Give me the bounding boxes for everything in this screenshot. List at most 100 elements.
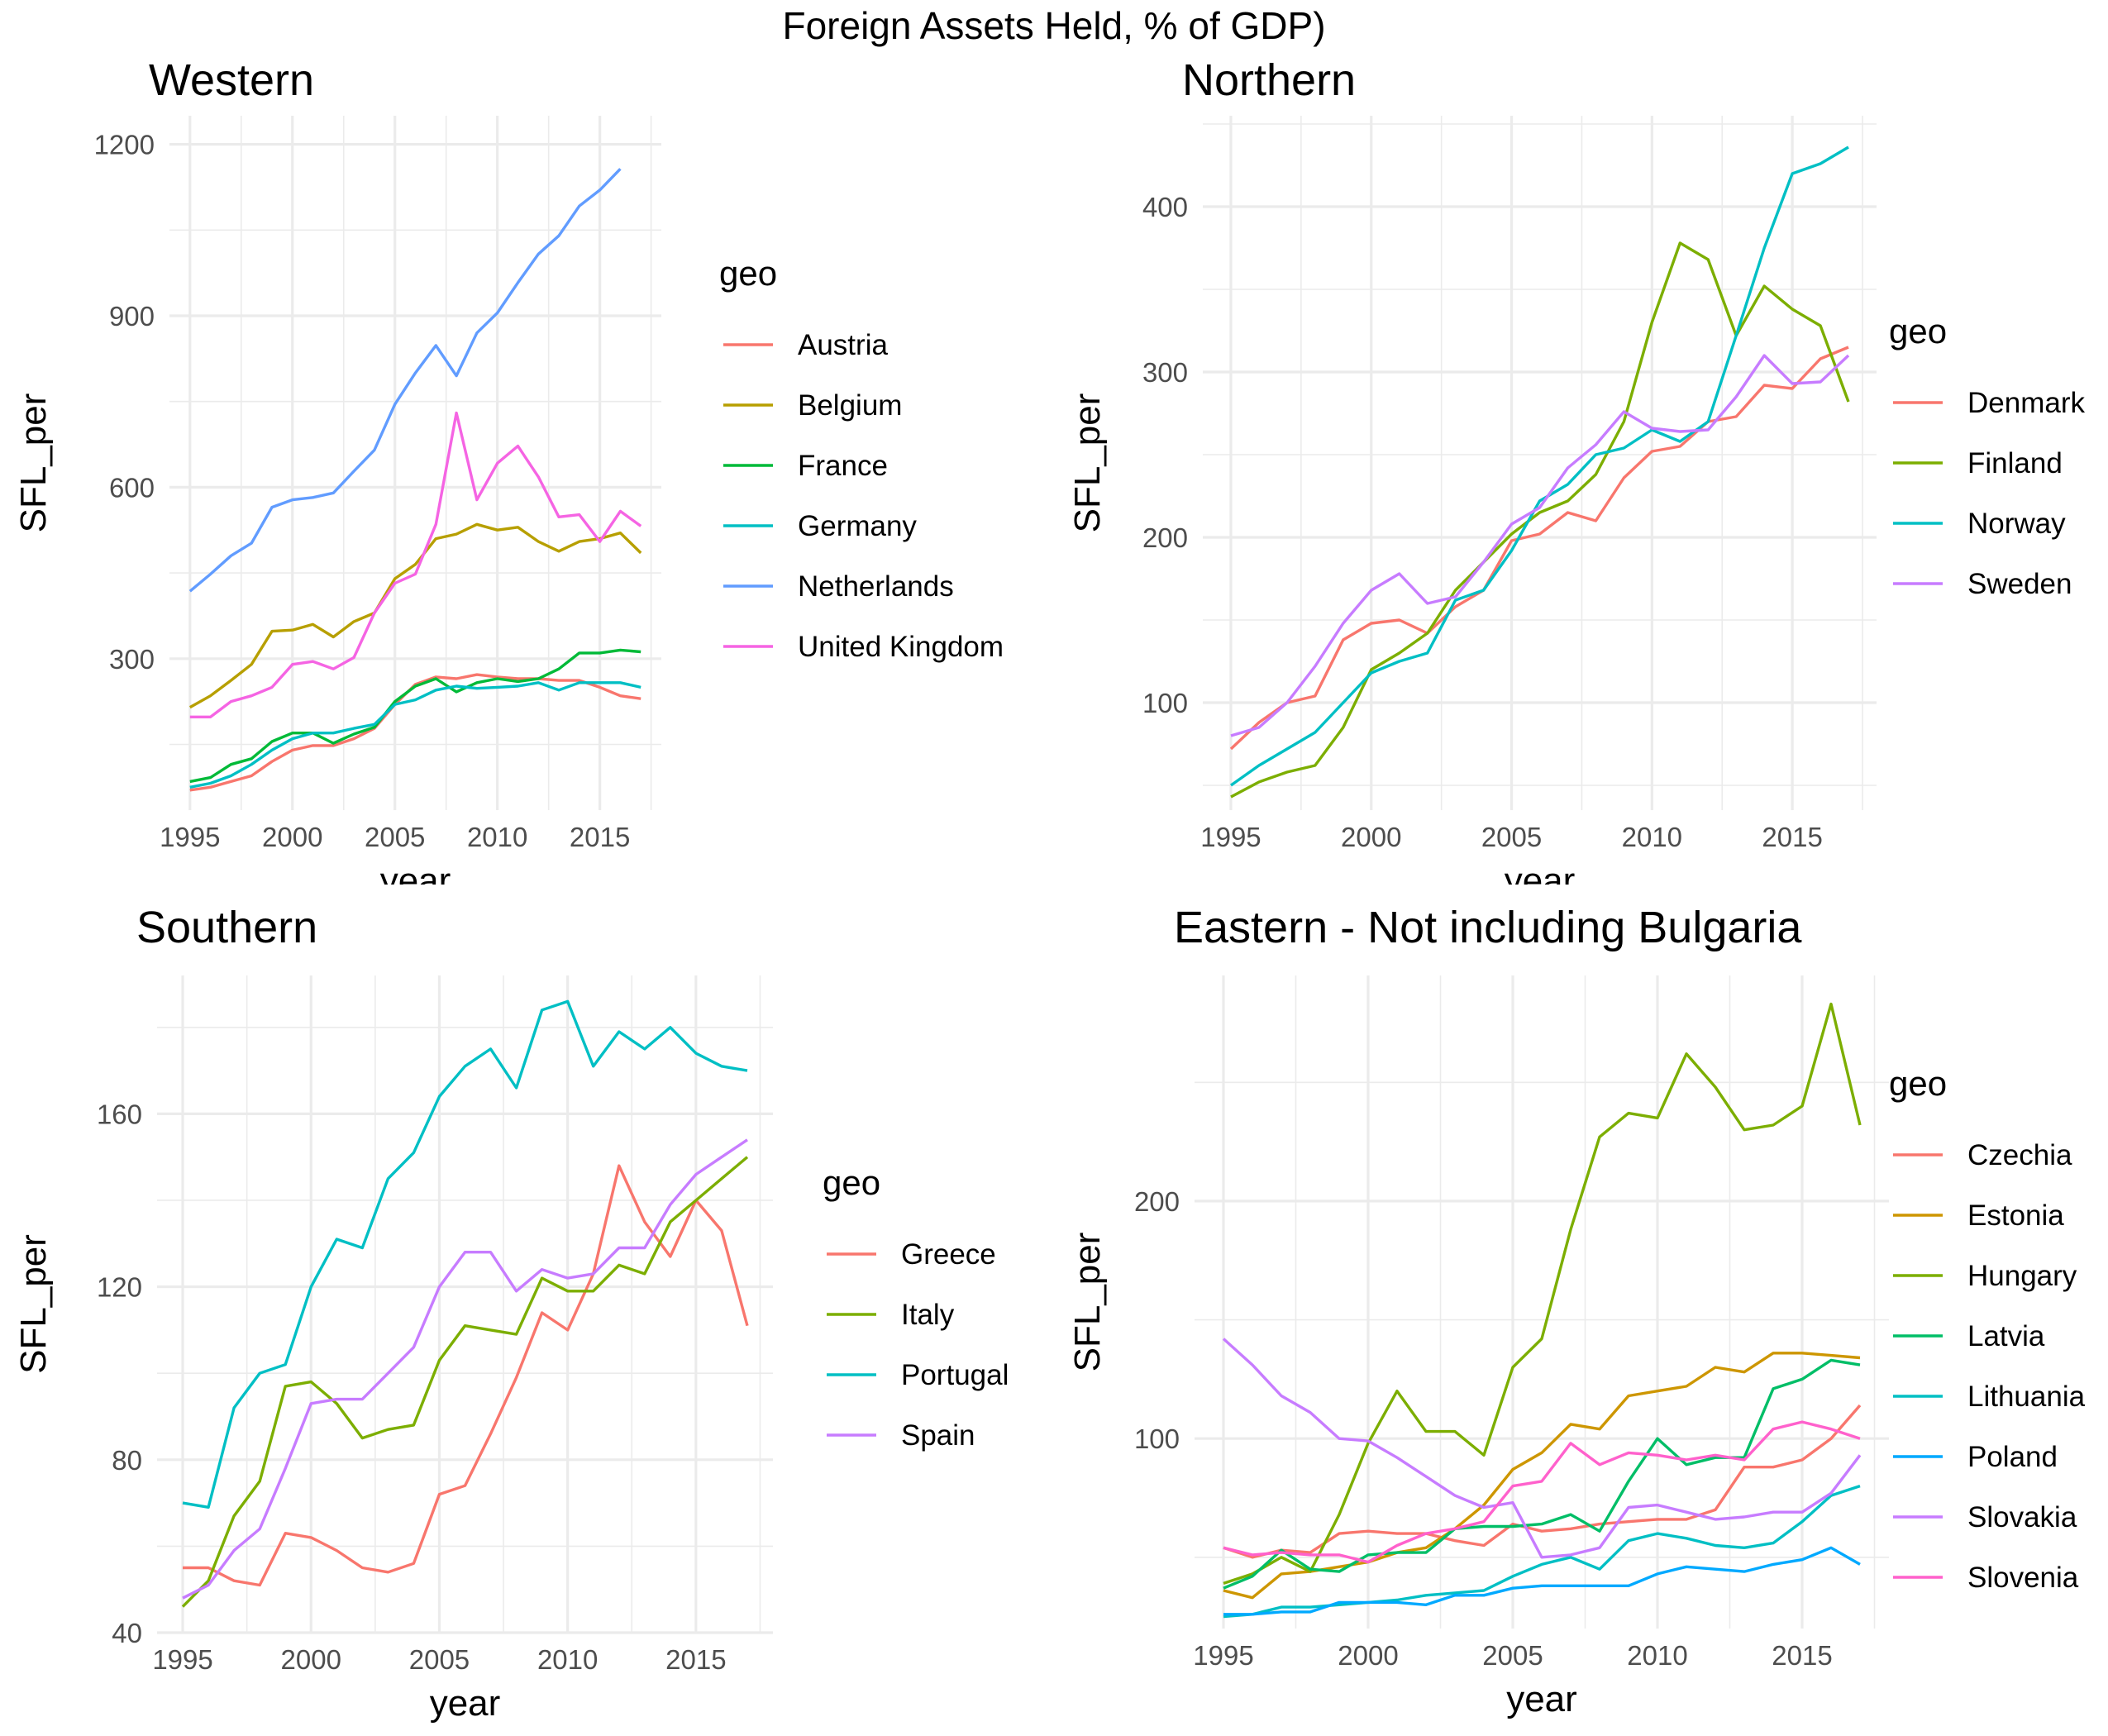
legend-label: United Kingdom (798, 631, 1004, 663)
series-line-portugal (182, 999, 748, 1509)
legend-item-france: France (723, 450, 888, 482)
series-line-germany (189, 681, 641, 789)
x-tick-label: 2015 (1772, 1640, 1832, 1671)
series-line-poland (1223, 1546, 1861, 1616)
x-tick-label: 2000 (262, 822, 322, 852)
legend-item-belgium: Belgium (723, 389, 902, 422)
legend: geo Czechia Estonia Hungary Latvia Lithuania P… (1889, 1064, 2086, 1594)
series-line-austria (189, 673, 641, 792)
x-tick-label: 2010 (1627, 1640, 1687, 1671)
legend-title: geo (1889, 312, 1947, 351)
y-tick-label: 300 (109, 644, 155, 675)
legend-label: Hungary (1967, 1260, 2077, 1292)
panel-title: Northern (1182, 55, 1356, 105)
panel-title: Western (149, 55, 314, 105)
legend-item-hungary: Hungary (1893, 1260, 2077, 1292)
series-line-czechia (1223, 1404, 1862, 1559)
series-lines (1229, 145, 1850, 799)
series-line-norway (1230, 145, 1849, 787)
legend-title: geo (823, 1163, 880, 1202)
y-axis-title: SFL_per (1067, 393, 1108, 533)
legend-item-germany: Germany (723, 510, 917, 542)
legend: geo Austria Belgium France Germany Netherland… (719, 254, 1004, 663)
legend-label: Norway (1967, 508, 2066, 540)
legend-item-austria: Austria (723, 329, 888, 361)
series-line-united-kingdom (189, 411, 642, 718)
series-line-belgium (188, 522, 642, 709)
series-line-italy (181, 1156, 749, 1608)
legend: geo Greece Italy Portugal Spain (823, 1163, 1009, 1452)
x-tick-label: 2015 (570, 822, 630, 852)
series-line-netherlands (188, 168, 622, 593)
legend-item-lithuania: Lithuania (1893, 1381, 2086, 1413)
y-tick-label: 200 (1142, 522, 1188, 553)
legend-label: Germany (798, 510, 917, 542)
legend-label: Belgium (798, 389, 902, 422)
legend-label: France (798, 450, 888, 482)
series-line-denmark (1229, 346, 1849, 751)
x-tick-label: 1995 (152, 1644, 212, 1675)
legend-label: Slovakia (1967, 1501, 2077, 1533)
x-tick-label: 2015 (1762, 822, 1822, 852)
legend-item-italy: Italy (827, 1299, 955, 1331)
legend-label: Denmark (1967, 387, 2085, 419)
x-tick-label: 1995 (160, 822, 220, 852)
x-tick-label: 2005 (1481, 822, 1542, 852)
legend-item-poland: Poland (1893, 1441, 2058, 1473)
legend-title: geo (719, 254, 777, 293)
panel-title: Southern (136, 903, 317, 952)
grid (1203, 116, 1877, 810)
legend-item-united-kingdom: United Kingdom (723, 631, 1004, 663)
y-tick-label: 100 (1142, 688, 1188, 718)
legend-item-estonia: Estonia (1893, 1199, 2064, 1232)
y-tick-label: 300 (1142, 357, 1188, 388)
legend-item-latvia: Latvia (1893, 1320, 2045, 1352)
series-lines (188, 168, 642, 792)
series-lines (1222, 1002, 1862, 1619)
legend-label: Portugal (901, 1359, 1009, 1391)
x-tick-label: 2005 (365, 822, 425, 852)
y-tick-label: 100 (1134, 1424, 1180, 1454)
series-line-greece (183, 1164, 749, 1587)
panel-western: Western 1995 2000 2005 2010 2015 300 600 900 1200… (13, 55, 1004, 885)
x-tick-label: 2010 (467, 822, 527, 852)
legend-item-sweden: Sweden (1893, 568, 2072, 600)
legend-item-greece: Greece (827, 1238, 996, 1271)
y-tick-label: 1200 (94, 130, 155, 160)
series-line-estonia (1223, 1352, 1861, 1600)
x-tick-label: 1995 (1200, 822, 1261, 852)
y-axis-title: SFL_per (13, 1234, 54, 1374)
x-tick-label: 2000 (1338, 1640, 1398, 1671)
series-line-latvia (1223, 1358, 1861, 1590)
x-tick-label: 2005 (409, 1644, 470, 1675)
y-tick-label: 900 (109, 301, 155, 331)
x-tick-label: 1995 (1193, 1640, 1253, 1671)
legend-item-spain: Spain (827, 1419, 975, 1452)
legend-item-slovakia: Slovakia (1893, 1501, 2077, 1533)
x-axis-title: year (1506, 1679, 1577, 1719)
series-line-slovakia (1222, 1338, 1862, 1559)
x-tick-label: 2010 (537, 1644, 598, 1675)
legend-label: Lithuania (1967, 1381, 2086, 1413)
series-line-slovenia (1223, 1420, 1861, 1564)
series-line-hungary (1223, 1002, 1862, 1586)
legend-label: Slovenia (1967, 1562, 2079, 1594)
legend-label: Spain (901, 1419, 975, 1452)
x-tick-label: 2010 (1622, 822, 1682, 852)
legend-label: Poland (1967, 1441, 2058, 1473)
panel-title: Eastern - Not including Bulgaria (1174, 903, 1802, 952)
series-line-france (189, 648, 641, 784)
legend-item-norway: Norway (1893, 508, 2066, 540)
y-tick-label: 200 (1134, 1186, 1180, 1217)
series-lines (181, 999, 749, 1608)
legend-item-slovenia: Slovenia (1893, 1562, 2079, 1594)
y-axis-title: SFL_per (13, 393, 54, 533)
legend-label: Italy (901, 1299, 955, 1331)
grid (157, 975, 773, 1634)
legend-label: Latvia (1967, 1320, 2045, 1352)
y-tick-label: 600 (109, 472, 155, 503)
panel-southern: Southern 1995 2000 2005 2010 2015 40 80 120 160 ye… (13, 903, 1009, 1724)
legend-item-portugal: Portugal (827, 1359, 1009, 1391)
main-title: Foreign Assets Held, % of GDP) (782, 4, 1326, 47)
legend-label: Austria (798, 329, 888, 361)
